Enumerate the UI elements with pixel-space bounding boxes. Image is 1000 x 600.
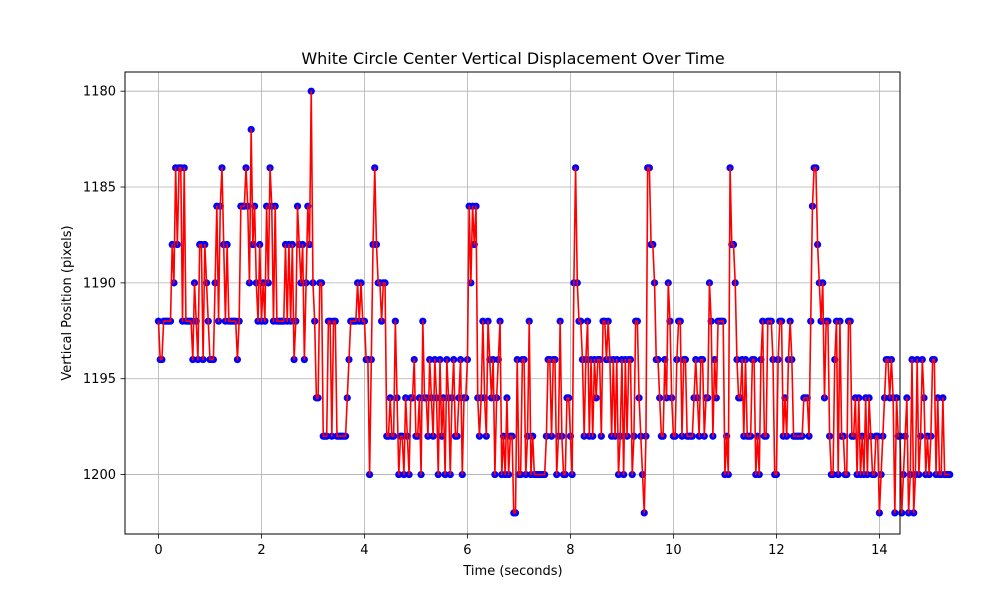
y-tick-label: 1200 [83,468,116,483]
x-axis-title: Time (seconds) [462,564,562,579]
x-tick-label: 0 [154,543,162,558]
x-tick-label: 14 [871,543,888,558]
series-line [157,90,950,514]
x-tick-label: 12 [768,543,785,558]
x-tick-label: 2 [257,543,265,558]
y-tick-label: 1195 [83,372,116,387]
x-tick-label: 6 [463,543,471,558]
x-tick-label: 8 [566,543,574,558]
plot-frame [124,71,901,535]
series-layer [154,87,954,517]
x-axis: 0 2 4 6 8 10 12 14 [154,534,888,558]
x-tick-label: 4 [360,543,368,558]
y-tick-label: 1180 [83,85,116,100]
y-axis-title: Vertical Position (pixels) [60,225,75,380]
y-axis: 1180 1185 1190 1195 1200 [83,85,125,483]
y-tick-label: 1185 [83,181,116,196]
x-tick-label: 10 [665,543,682,558]
chart-title: White Circle Center Vertical Displacemen… [301,49,724,68]
y-tick-label: 1190 [83,276,116,291]
